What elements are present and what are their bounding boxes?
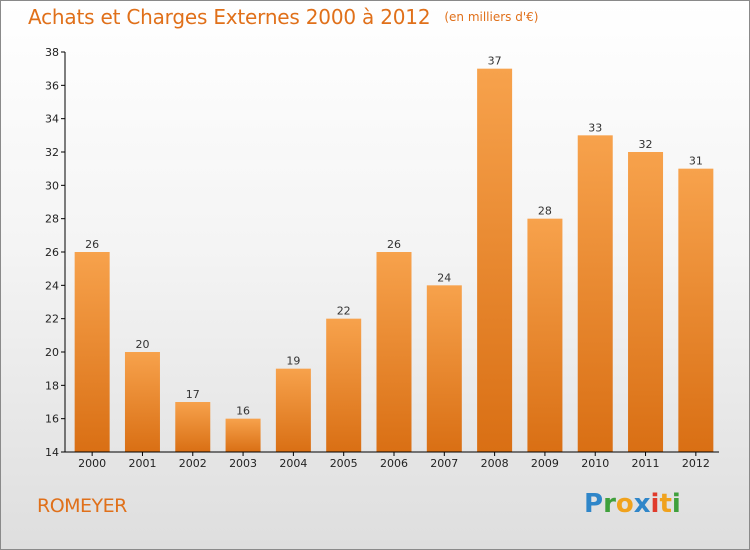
x-tick-label: 2006 xyxy=(380,457,408,470)
bar xyxy=(376,252,412,452)
y-tick-label: 30 xyxy=(45,179,59,192)
y-tick-label: 34 xyxy=(45,113,59,126)
bar xyxy=(225,418,261,452)
title-row: Achats et Charges Externes 2000 à 2012 (e… xyxy=(28,5,538,29)
data-label: 16 xyxy=(236,405,250,418)
axis-layer xyxy=(61,51,719,456)
proxiti-logo: Proxiti xyxy=(584,489,681,519)
bar xyxy=(275,368,311,452)
x-tick-label: 2010 xyxy=(581,457,609,470)
proxiti-logo-letter: i xyxy=(650,489,660,519)
data-label: 26 xyxy=(387,238,401,251)
data-label: 26 xyxy=(85,238,99,251)
y-tick-label: 22 xyxy=(45,313,59,326)
x-tick-label: 2001 xyxy=(128,457,156,470)
data-label: 20 xyxy=(135,338,149,351)
y-tick-label: 20 xyxy=(45,346,59,359)
x-tick-label: 2000 xyxy=(78,457,106,470)
x-tick-label: 2003 xyxy=(229,457,257,470)
chart-subtitle: (en milliers d'€) xyxy=(444,10,539,24)
y-tick-label: 28 xyxy=(45,213,59,226)
x-tick-label: 2011 xyxy=(632,457,660,470)
y-tick-label: 26 xyxy=(45,246,59,259)
data-label: 19 xyxy=(286,355,300,368)
proxiti-logo-letter: o xyxy=(615,489,634,519)
chart-title: Achats et Charges Externes 2000 à 2012 xyxy=(28,5,431,29)
y-tick-label: 36 xyxy=(45,79,59,92)
y-tick-label: 18 xyxy=(45,379,59,392)
bar xyxy=(74,252,110,452)
data-label: 31 xyxy=(689,155,703,168)
x-tick-label: 2004 xyxy=(279,457,307,470)
x-tick-label: 2005 xyxy=(330,457,358,470)
commune-name: ROMEYER xyxy=(37,495,127,517)
y-tick-label: 38 xyxy=(45,46,59,59)
data-label: 33 xyxy=(588,121,602,134)
proxiti-logo-letter: P xyxy=(584,489,604,519)
bar xyxy=(124,352,160,452)
y-tick-label: 24 xyxy=(45,279,59,292)
proxiti-logo-letter: r xyxy=(603,489,616,519)
data-label: 32 xyxy=(639,138,653,151)
proxiti-logo-letter: x xyxy=(633,489,651,519)
labels-layer: 26 2000 20 2001 17 2002 16 2003 19 2004 22 2005 26 20… xyxy=(45,46,710,470)
bar xyxy=(326,318,362,452)
bar xyxy=(175,402,211,452)
x-tick-label: 2008 xyxy=(481,457,509,470)
x-tick-label: 2009 xyxy=(531,457,559,470)
y-tick-label: 14 xyxy=(45,446,59,459)
data-label: 24 xyxy=(437,271,451,284)
data-label: 37 xyxy=(488,55,502,68)
bar xyxy=(678,168,714,452)
bar xyxy=(527,218,563,452)
y-tick-label: 16 xyxy=(45,413,59,426)
data-label: 28 xyxy=(538,205,552,218)
bars-layer xyxy=(74,68,714,453)
bar xyxy=(426,285,462,452)
bar xyxy=(477,68,513,453)
data-label: 17 xyxy=(186,388,200,401)
proxiti-logo-letter: t xyxy=(659,489,672,519)
data-label: 22 xyxy=(337,305,351,318)
y-tick-label: 32 xyxy=(45,146,59,159)
bar xyxy=(577,135,613,453)
proxiti-logo-letter: i xyxy=(671,489,681,519)
x-tick-label: 2007 xyxy=(430,457,458,470)
x-tick-label: 2012 xyxy=(682,457,710,470)
x-tick-label: 2002 xyxy=(179,457,207,470)
bar xyxy=(628,152,664,452)
